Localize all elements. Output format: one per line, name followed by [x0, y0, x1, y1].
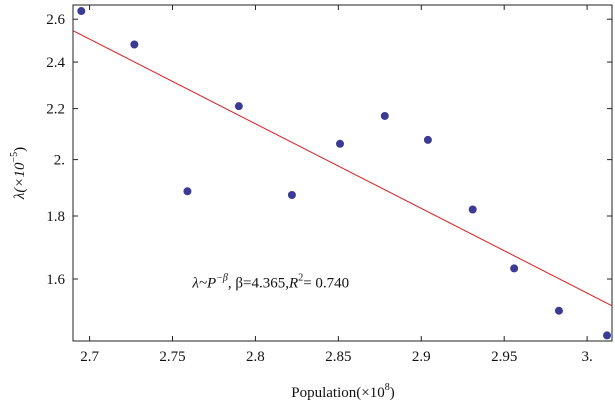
y-tick-label: 1.6 — [46, 272, 65, 288]
ticks: 2.7 2.75 2.8 2.85 2.9 2.95 3. 1.6 1.8 2. 2.2 2.4 2.6 — [46, 5, 612, 365]
annotation-prefix: λ~P — [191, 275, 216, 291]
data-point — [130, 41, 138, 49]
y-axis-title-text: λ(×10 — [12, 162, 28, 200]
y-axis-title-close: ) — [12, 147, 28, 152]
data-point — [336, 140, 344, 148]
x-axis-title: Population(×108) — [291, 382, 394, 401]
data-point — [288, 191, 296, 199]
x-tick-label: 2.7 — [80, 349, 99, 365]
x-tick-label: 2.85 — [325, 349, 351, 365]
data-point — [183, 187, 191, 195]
data-point — [77, 7, 85, 15]
x-tick-label: 3. — [581, 349, 592, 365]
y-tick-label: 2.4 — [46, 55, 65, 71]
data-point — [510, 264, 518, 272]
x-axis-title-close: ) — [390, 385, 395, 401]
data-point — [381, 112, 389, 120]
y-axis-title: λ(×10−5) — [9, 147, 28, 200]
annotation-r: R — [288, 275, 298, 291]
fit-line — [73, 31, 612, 306]
annotation-r-value: = 0.740 — [303, 275, 349, 291]
data-point — [235, 102, 243, 110]
x-tick-label: 2.75 — [159, 349, 185, 365]
y-tick-label: 2. — [54, 153, 65, 169]
x-axis-title-text: Population(×10 — [291, 385, 384, 401]
fit-line-group — [73, 31, 612, 306]
x-tick-label: 2.9 — [412, 349, 431, 365]
y-tick-label: 2.2 — [46, 102, 65, 118]
annotation-exp: −β — [216, 272, 228, 283]
data-point — [424, 136, 432, 144]
x-tick-label: 2.8 — [246, 349, 265, 365]
y-tick-label: 1.8 — [46, 209, 65, 225]
annotation: λ~P−β, β=4.365,R2= 0.740 — [191, 272, 349, 291]
data-point — [555, 307, 563, 315]
y-tick-label: 2.6 — [46, 12, 65, 28]
data-point — [469, 205, 477, 213]
data-point — [603, 331, 611, 339]
annotation-beta: , β=4.365, — [228, 275, 289, 291]
y-axis-title-exp: −5 — [9, 152, 20, 163]
x-tick-label: 2.95 — [491, 349, 517, 365]
